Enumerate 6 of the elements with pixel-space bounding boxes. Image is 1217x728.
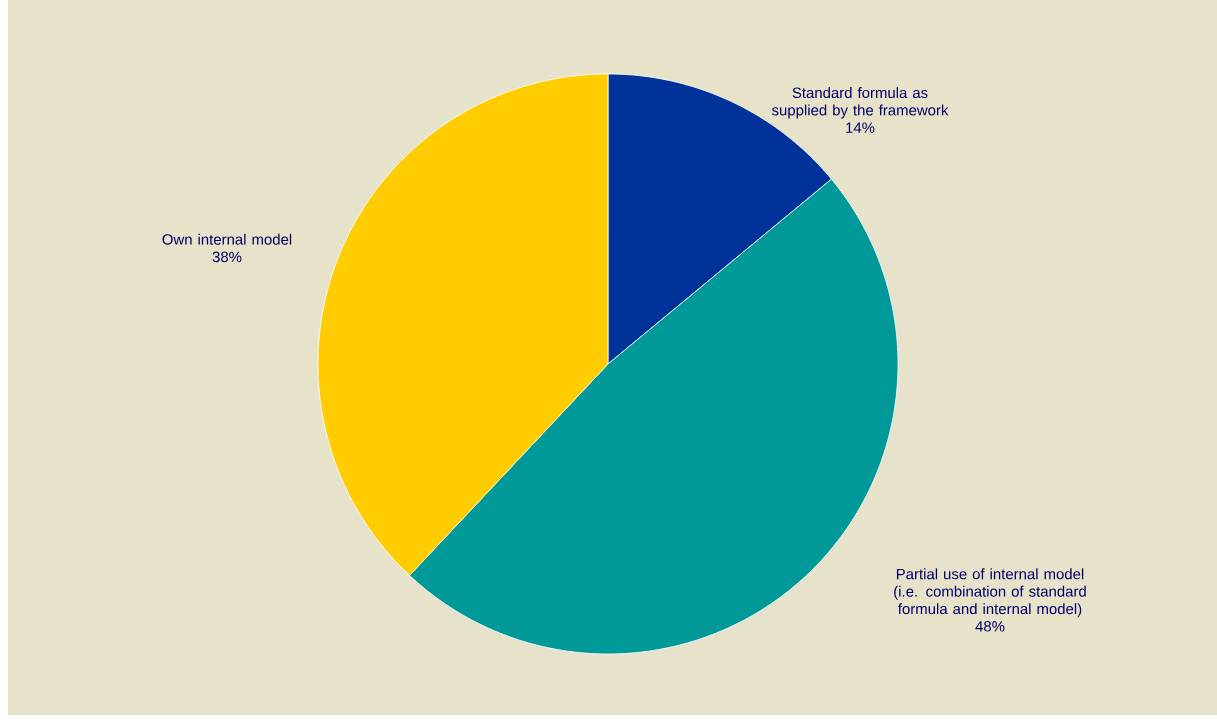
slice-label: Own internal model: [162, 233, 292, 245]
data-label: 38%: [212, 251, 242, 263]
slice-label: Standard formula as supplied by the framework: [771, 87, 949, 119]
data-label: 48%: [975, 621, 1005, 632]
slice-label: Partial use of internal model (i.e. combination of standard formula and internal model): [894, 568, 1086, 618]
data-label: 14%: [846, 122, 875, 133]
